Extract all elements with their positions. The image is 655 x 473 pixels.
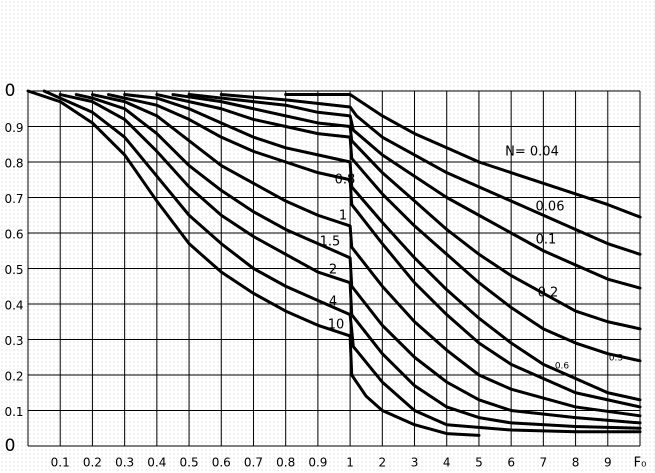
curve [58,93,642,430]
curve [74,93,642,425]
curve [171,93,642,331]
x-tick-label: 0.9 [308,456,327,470]
curve-label: 0.6 [555,362,570,372]
x-tick-label: 0.2 [83,456,102,470]
x-tick-label: 0.3 [115,456,134,470]
x-tick-label: 7 [540,456,548,470]
curve-label: N= 0.04 [505,145,559,160]
curve [26,89,481,437]
x-tick-label: 1 [346,456,354,470]
curve-label: 10 [328,318,345,333]
y-tick-label: 0.7 [4,192,23,206]
y-tick-label: 0.3 [4,334,23,348]
x-tick-label: 3 [411,456,419,470]
y-tick-label: 0.1 [4,405,23,419]
curve-label: 0.3 [609,354,623,364]
y-tick-label: 0 [5,436,16,456]
curve [284,93,642,219]
curve [155,93,642,363]
y-tick-label: 0.8 [4,157,23,171]
curve-label: 1.5 [320,235,341,250]
x-tick-label: 6 [507,456,515,470]
y-tick-label: 0.4 [4,299,23,313]
x-tick-label: 0.4 [147,456,166,470]
y-tick-label: 0.2 [4,370,23,384]
x-tick-label: 8 [572,456,580,470]
y-tick-label: 0.5 [4,263,23,277]
y-tick-label: 0.6 [4,228,23,242]
curve-label: 0.06 [536,200,565,215]
x-tick-label: 0.7 [244,456,263,470]
x-tick-label: 0.8 [276,456,295,470]
curve [107,93,642,409]
x-tick-label: 2 [378,456,386,470]
x-tick-label: 0.6 [212,456,231,470]
x-tick-label: 0.5 [180,456,199,470]
x-axis-label: F₀ [634,456,647,471]
x-tick-label: 4 [443,456,451,470]
x-tick-label: 5 [475,456,483,470]
y-tick-label: 0 [5,81,16,101]
curve [187,93,642,290]
y-tick-label: 0.9 [4,121,23,135]
x-tick-label: 9 [604,456,612,470]
curve [123,93,642,402]
curve-label: 4 [329,295,337,310]
curve-label: 2 [329,263,337,278]
curve [90,93,642,418]
curve-label: 0.1 [536,233,557,248]
curve [219,93,642,256]
curve-label: 0.8 [335,173,356,188]
curve [42,89,642,434]
x-tick-label: 0.1 [51,456,70,470]
curve-label: 1 [339,209,347,224]
curve-label: 0.2 [538,286,559,301]
